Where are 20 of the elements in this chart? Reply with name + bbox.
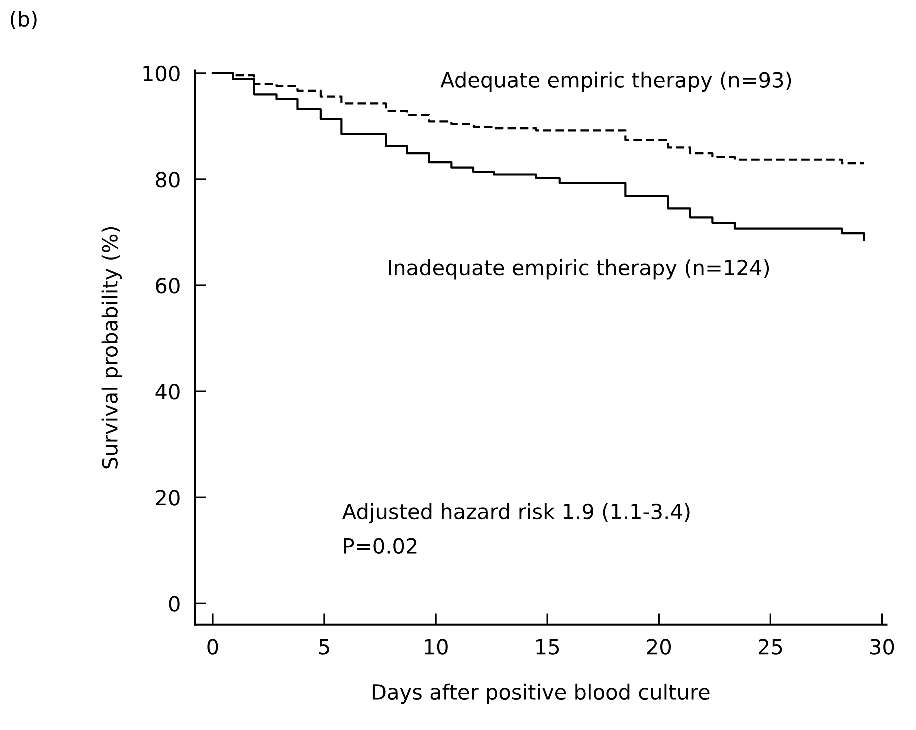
- y-tick-label: 20: [156, 490, 180, 506]
- y-tick-label: 40: [156, 384, 180, 400]
- series-label: Inadequate empiric therapy (n=124): [389, 260, 770, 280]
- y-tick-label: 60: [156, 278, 180, 294]
- x-tick-label: 0: [208, 639, 218, 655]
- x-tick-label: 20: [647, 639, 672, 655]
- annotation: P=0.02: [344, 538, 417, 554]
- x-tick-label: 15: [536, 639, 560, 655]
- text: (b): [10, 10, 37, 30]
- x-axis-title: Days after positive blood culture: [372, 684, 710, 704]
- x-tick-label: 30: [870, 639, 894, 655]
- y-tick-label: 0: [169, 596, 180, 612]
- x-tick-label: 5: [319, 639, 330, 655]
- y-tick-label: 80: [156, 172, 180, 188]
- annotation: Adjusted hazard risk 1.9 (1.1-3.4): [342, 503, 690, 524]
- x-tick-label: 10: [425, 639, 448, 655]
- y-tick-label: 100: [144, 66, 180, 82]
- x-tick-label: 25: [758, 639, 782, 655]
- y-axis-title: Survival probability (%): [102, 227, 122, 469]
- series-label: Adequate empiric therapy (n=93): [440, 72, 792, 92]
